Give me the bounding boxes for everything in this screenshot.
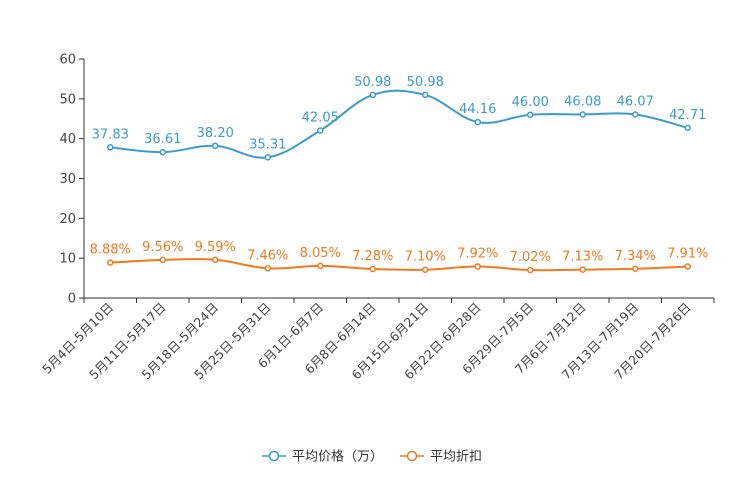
data-label: 8.88% bbox=[90, 243, 131, 258]
data-label: 9.56% bbox=[142, 240, 183, 255]
data-point[interactable] bbox=[684, 124, 691, 132]
data-point[interactable] bbox=[527, 266, 534, 274]
data-label: 46.07 bbox=[617, 94, 654, 109]
data-label: 7.13% bbox=[562, 250, 603, 265]
data-point[interactable] bbox=[264, 265, 271, 272]
legend-label[interactable]: 平均价格（万） bbox=[292, 449, 383, 465]
data-point[interactable] bbox=[317, 262, 324, 270]
data-point[interactable] bbox=[632, 111, 639, 118]
data-label: 37.83 bbox=[92, 127, 129, 142]
data-label: 7.02% bbox=[510, 250, 551, 265]
series-line-2 bbox=[110, 258, 688, 272]
legend-marker[interactable] bbox=[268, 450, 280, 462]
data-label: 50.98 bbox=[354, 75, 391, 90]
data-label: 7.92% bbox=[457, 246, 498, 261]
y-tick-label: 20 bbox=[59, 212, 76, 227]
legend-label[interactable]: 平均折扣 bbox=[430, 450, 482, 465]
data-point[interactable] bbox=[369, 265, 376, 273]
data-label: 35.31 bbox=[249, 137, 286, 152]
data-label: 42.71 bbox=[669, 108, 706, 123]
data-point[interactable] bbox=[527, 111, 534, 119]
data-point[interactable] bbox=[212, 256, 219, 264]
y-tick-label: 0 bbox=[68, 292, 76, 307]
data-label: 50.98 bbox=[407, 75, 444, 90]
data-label: 46.08 bbox=[564, 94, 601, 109]
data-point[interactable] bbox=[579, 266, 586, 273]
data-label: 7.10% bbox=[405, 250, 446, 265]
data-point[interactable] bbox=[632, 265, 639, 273]
y-tick-label: 40 bbox=[59, 132, 76, 147]
y-tick-label: 60 bbox=[59, 53, 76, 68]
data-label: 36.61 bbox=[144, 132, 181, 147]
data-label: 42.05 bbox=[302, 111, 339, 126]
data-label: 9.59% bbox=[195, 240, 236, 255]
data-label: 44.16 bbox=[459, 102, 496, 117]
data-point[interactable] bbox=[422, 91, 429, 99]
data-label: 8.05% bbox=[300, 246, 341, 261]
data-point[interactable] bbox=[369, 91, 376, 99]
y-tick-label: 50 bbox=[59, 92, 76, 107]
data-point[interactable] bbox=[159, 148, 166, 156]
legend-marker[interactable] bbox=[406, 450, 418, 462]
data-label: 46.00 bbox=[512, 95, 549, 110]
data-label: 7.28% bbox=[352, 249, 393, 264]
data-point[interactable] bbox=[317, 127, 324, 134]
data-point[interactable] bbox=[212, 142, 219, 150]
data-point[interactable] bbox=[107, 144, 114, 151]
data-point[interactable] bbox=[264, 154, 271, 161]
data-point[interactable] bbox=[107, 259, 114, 266]
data-label: 7.91% bbox=[667, 246, 708, 261]
y-tick-label: 10 bbox=[59, 252, 76, 267]
data-label: 38.20 bbox=[197, 126, 234, 141]
data-point[interactable] bbox=[684, 263, 691, 270]
data-point[interactable] bbox=[579, 111, 586, 118]
data-point[interactable] bbox=[159, 256, 166, 264]
series-line-1 bbox=[110, 89, 688, 159]
data-point[interactable] bbox=[422, 266, 429, 273]
data-point[interactable] bbox=[474, 263, 481, 270]
data-label: 7.46% bbox=[247, 248, 288, 263]
data-label: 7.34% bbox=[615, 249, 656, 264]
data-point[interactable] bbox=[474, 118, 481, 126]
y-tick-label: 30 bbox=[59, 172, 76, 187]
